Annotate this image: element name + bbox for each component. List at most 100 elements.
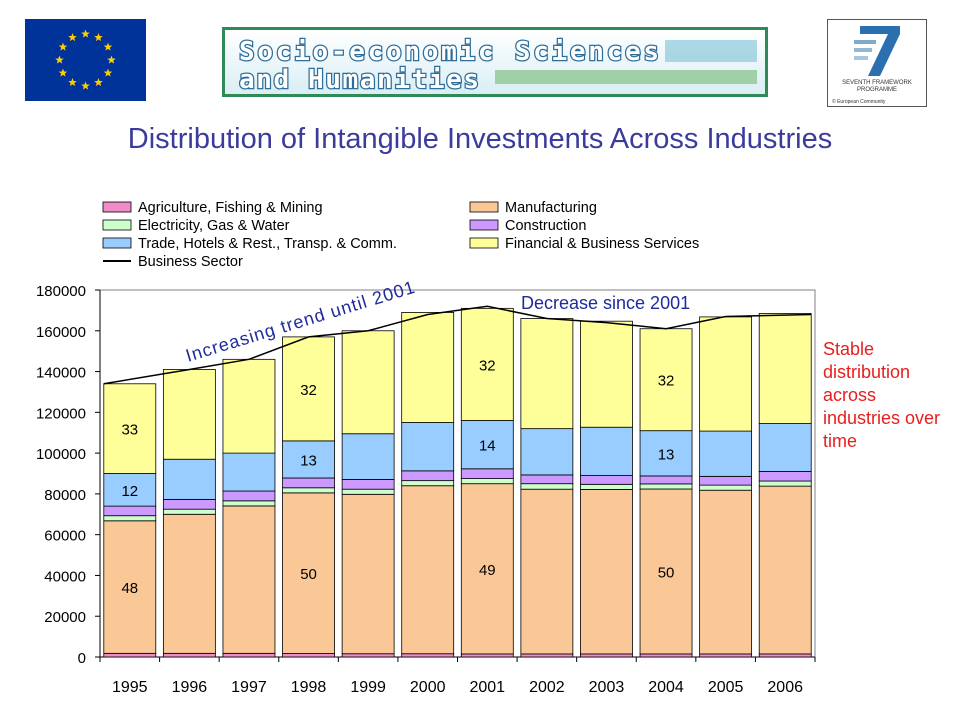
bar-data-label: 33 [121,422,138,439]
bar-segment [639,483,693,490]
bar-segment [580,489,633,655]
bar-segment [520,318,574,430]
eu-star-icon [103,68,113,77]
bar-data-label: 50 [658,564,675,581]
legend-swatch [102,201,132,213]
bar-segment [341,653,395,658]
x-tick-label: 1998 [291,679,327,696]
bar-segment [282,440,335,479]
bar-segment [758,471,812,482]
banner-accent-bar-2 [665,40,757,62]
eu-star-icon [94,32,103,42]
annotation-decrease: Decrease since 2001 [521,293,690,313]
bar-data-label: 32 [658,373,675,390]
y-tick-label: 160000 [36,324,86,341]
bar-segment [103,505,157,517]
bar-segment [341,479,395,490]
bar-segment [222,505,276,654]
bar-segment [580,426,633,476]
legend-swatch [102,219,132,231]
y-tick-label: 100000 [36,446,86,463]
bar-data-label: 14 [479,438,496,455]
bar-segment [341,330,395,435]
bar-segment [520,653,574,658]
eu-star-icon [58,42,68,51]
legend-label: Financial & Business Services [505,236,699,252]
bar-segment [401,312,455,423]
bar-data-label: 32 [479,357,496,374]
business-sector-line [103,305,812,385]
y-tick-label: 120000 [36,405,86,422]
eu-star-icon [81,81,90,90]
fp7-seven-icon [854,26,900,76]
side-note: Stable distribution across industries ov… [823,339,941,451]
y-tick-label: 180000 [36,283,86,300]
x-tick-label: 1997 [231,679,267,696]
y-tick-label: 140000 [36,365,86,382]
ssh-banner-logo: Socio-economic Sciences and Humanities [222,27,768,97]
legend-label: Agriculture, Fishing & Mining [138,200,323,216]
bar-segment [222,652,276,658]
legend-swatch [469,219,499,231]
bar-data-label: 49 [479,562,496,579]
banner-line2: and Humanities [239,65,479,94]
x-tick-label: 1999 [350,679,386,696]
y-tick-label: 20000 [44,609,86,626]
eu-flag-logo [25,19,146,101]
x-tick-label: 2005 [708,679,744,696]
bar-segment [222,452,276,492]
bar-segment [520,428,574,476]
bar-segment [162,652,216,658]
bar-segment [520,474,574,485]
bar-data-label: 12 [121,483,138,500]
bar-segment [162,369,216,460]
y-tick-label: 60000 [44,528,86,545]
bar-segment [162,513,216,654]
bar-segment [222,500,276,507]
bar-segment [282,336,335,442]
x-tick-label: 1996 [172,679,208,696]
x-tick-label: 2002 [529,679,565,696]
eu-star-icon [81,29,90,38]
bar-segment [401,470,455,482]
bar-segment [699,475,753,486]
fp7-text1: SEVENTH FRAMEWORK [842,80,912,86]
bar-segment [222,358,276,454]
bar-segment [162,498,216,510]
bar-segment [520,488,574,655]
legend-label: Construction [505,218,586,234]
bar-segment [699,489,753,655]
bar-segment [520,483,574,490]
legend-label: Business Sector [138,254,243,270]
fp7-copyright: © European Community [832,98,886,105]
eu-star-icon [55,55,64,64]
bar-segment [758,423,812,472]
bar-data-label: 48 [121,580,138,597]
bar-segment [103,473,157,507]
bar-segment [162,508,216,515]
bar-segment [639,430,693,477]
bar-segment [460,653,514,658]
bar-data-label: 13 [300,452,317,469]
bar-segment [282,492,335,654]
x-tick-label: 1995 [112,679,148,696]
stacked-bar-chart: 0 20000 40000 60000 80000 100000 120000 140000 1… [36,200,816,696]
y-tick-label: 0 [78,650,86,667]
fp7-logo: SEVENTH FRAMEWORK PROGRAMME © European C… [827,19,927,107]
bar-segment [639,653,693,658]
bar-segment [401,480,455,487]
y-tick-label: 40000 [44,568,86,585]
bar-segment [282,487,335,494]
bar-segment [699,653,753,658]
bar-segment [699,316,753,432]
x-tick-label: 2004 [648,679,684,696]
eu-star-icon [94,78,103,87]
bar-segment [341,488,395,495]
bar-segment [282,477,335,489]
bar-segment [103,652,157,658]
bar-segment [401,422,455,472]
bar-segment [103,383,157,474]
x-tick-label: 2000 [410,679,446,696]
bar-segment [580,653,633,658]
bar-segment [460,420,514,470]
